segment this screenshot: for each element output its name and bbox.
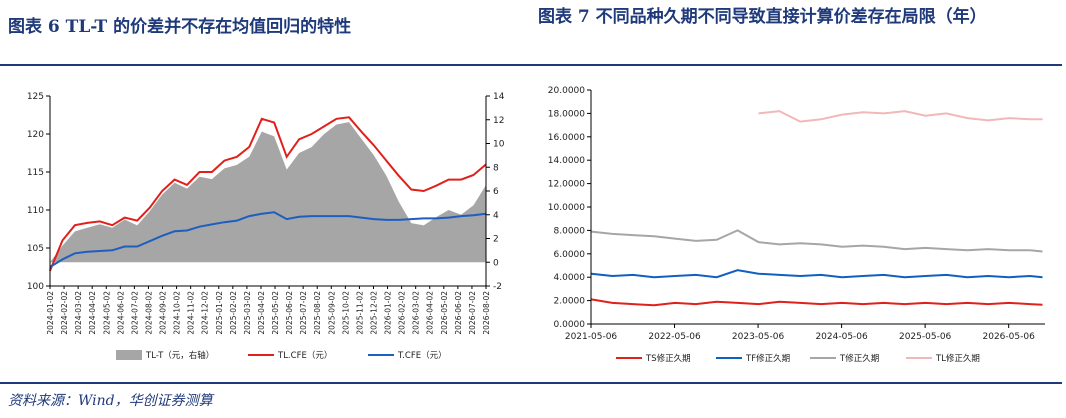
left-y-tick-label: 125	[27, 92, 44, 102]
y-tick-label: 6.0000	[554, 250, 586, 260]
x-tick-label: 2024-09-02	[159, 291, 168, 335]
x-tick-label: 2021-05-06	[565, 332, 618, 342]
x-tick-label: 2026-08-02	[482, 291, 491, 335]
left-y-tick-label: 100	[27, 282, 44, 292]
y-tick-label: 2.0000	[554, 297, 586, 307]
legend-label-t: T.CFE（元）	[397, 350, 447, 361]
x-tick-label: 2024-05-06	[815, 332, 868, 342]
right-y-tick-label: 14	[493, 92, 505, 102]
series-line-1	[49, 116, 487, 272]
y-tick-label: 0.0000	[554, 320, 586, 330]
series-line-2	[49, 211, 487, 268]
x-tick-label: 2024-07-02	[130, 291, 139, 335]
legend-label-2: T修正久期	[839, 353, 879, 364]
x-tick-label: 2025-05-02	[271, 291, 280, 335]
x-tick-label: 2024-01-02	[46, 291, 55, 335]
x-tick-label: 2026-04-02	[426, 291, 435, 335]
x-tick-label: 2025-06-02	[285, 291, 294, 335]
duration-series-1	[591, 269, 1043, 279]
x-tick-label: 2025-03-02	[243, 291, 252, 335]
x-tick-label: 2025-04-02	[257, 291, 266, 335]
x-tick-label: 2024-04-02	[88, 291, 97, 335]
x-tick-label: 2025-11-02	[355, 291, 364, 335]
legend-label-tl: TL.CFE（元）	[277, 350, 332, 361]
left-y-tick-label: 115	[27, 168, 44, 178]
x-tick-label: 2025-01-02	[215, 291, 224, 335]
tl-t-spread-chart: 100 105 110 115 120 125 -2 0 2 4 6 8 10 12 14 2024-01-0…	[27, 92, 505, 361]
y-tick-label: 18.0000	[548, 109, 585, 119]
x-tick-label: 2024-11-02	[187, 291, 196, 335]
modified-duration-chart: 0.0000 2.0000 4.0000 6.0000 8.0000 10.0000 12.…	[548, 86, 1045, 364]
y-tick-label: 10.0000	[548, 203, 585, 213]
footer-rule	[0, 382, 1062, 384]
x-tick-label: 2024-02-02	[60, 291, 69, 335]
x-tick-label: 2025-09-02	[327, 291, 336, 335]
x-tick-label: 2023-05-06	[732, 332, 785, 342]
legend-label-spread: TL-T（元，右轴）	[145, 350, 214, 361]
x-tick-label: 2024-03-02	[74, 291, 83, 335]
right-y-tick-label: 0	[493, 258, 499, 268]
left-y-tick-label: 120	[27, 130, 44, 140]
x-tick-label: 2026-05-06	[983, 332, 1036, 342]
x-tick-label: 2026-05-02	[440, 291, 449, 335]
right-y-tick-label: 6	[493, 187, 499, 197]
x-tick-label: 2024-10-02	[173, 291, 182, 335]
x-tick-label: 2025-12-02	[369, 291, 378, 335]
y-tick-label: 14.0000	[548, 156, 585, 166]
y-tick-label: 16.0000	[548, 133, 585, 143]
x-tick-label: 2024-12-02	[201, 291, 210, 335]
legend-label-3: TL修正久期	[935, 353, 980, 364]
legend-swatch-area	[116, 350, 142, 360]
figure-6-title: 图表 6 TL-T 的价差并不存在均值回归的特性	[8, 17, 352, 37]
source-note: 资料来源：Wind，华创证券测算	[8, 393, 213, 409]
x-tick-label: 2024-05-02	[102, 291, 111, 335]
x-tick-label: 2025-08-02	[313, 291, 322, 335]
left-y-tick-label: 105	[27, 244, 44, 254]
x-tick-label: 2022-05-06	[648, 332, 701, 342]
right-y-tick-label: -2	[493, 282, 502, 292]
x-tick-label: 2026-06-02	[454, 291, 463, 335]
x-tick-label: 2025-05-06	[899, 332, 952, 342]
legend-label-0: TS修正久期	[645, 353, 691, 364]
right-y-tick-label: 8	[493, 163, 499, 173]
x-tick-label: 2024-06-02	[116, 291, 125, 335]
x-tick-label: 2026-07-02	[468, 291, 477, 335]
duration-series-3	[758, 110, 1043, 123]
y-tick-label: 12.0000	[548, 180, 585, 190]
figure-7-title: 图表 7 不同品种久期不同导致直接计算价差存在局限（年）	[538, 7, 987, 27]
right-y-tick-label: 4	[493, 211, 499, 221]
x-tick-label: 2026-03-02	[412, 291, 421, 335]
header-rule	[0, 64, 1062, 66]
right-y-tick-label: 12	[493, 116, 504, 126]
y-tick-label: 20.0000	[548, 86, 585, 96]
legend-label-1: TF修正久期	[745, 353, 790, 364]
duration-series-0	[591, 298, 1043, 307]
right-y-tick-label: 10	[493, 140, 505, 150]
left-y-tick-label: 110	[27, 206, 44, 216]
duration-series-2	[591, 229, 1043, 253]
x-tick-label: 2026-01-02	[384, 291, 393, 335]
y-tick-label: 4.0000	[554, 273, 586, 283]
x-tick-label: 2026-02-02	[398, 291, 407, 335]
x-tick-label: 2025-02-02	[229, 291, 238, 335]
y-tick-label: 8.0000	[554, 226, 586, 236]
series-tl-t-area	[50, 122, 486, 263]
x-tick-label: 2024-08-02	[144, 291, 153, 335]
right-y-tick-label: 2	[493, 235, 499, 245]
x-tick-label: 2025-10-02	[341, 291, 350, 335]
x-tick-label: 2025-07-02	[299, 291, 308, 335]
